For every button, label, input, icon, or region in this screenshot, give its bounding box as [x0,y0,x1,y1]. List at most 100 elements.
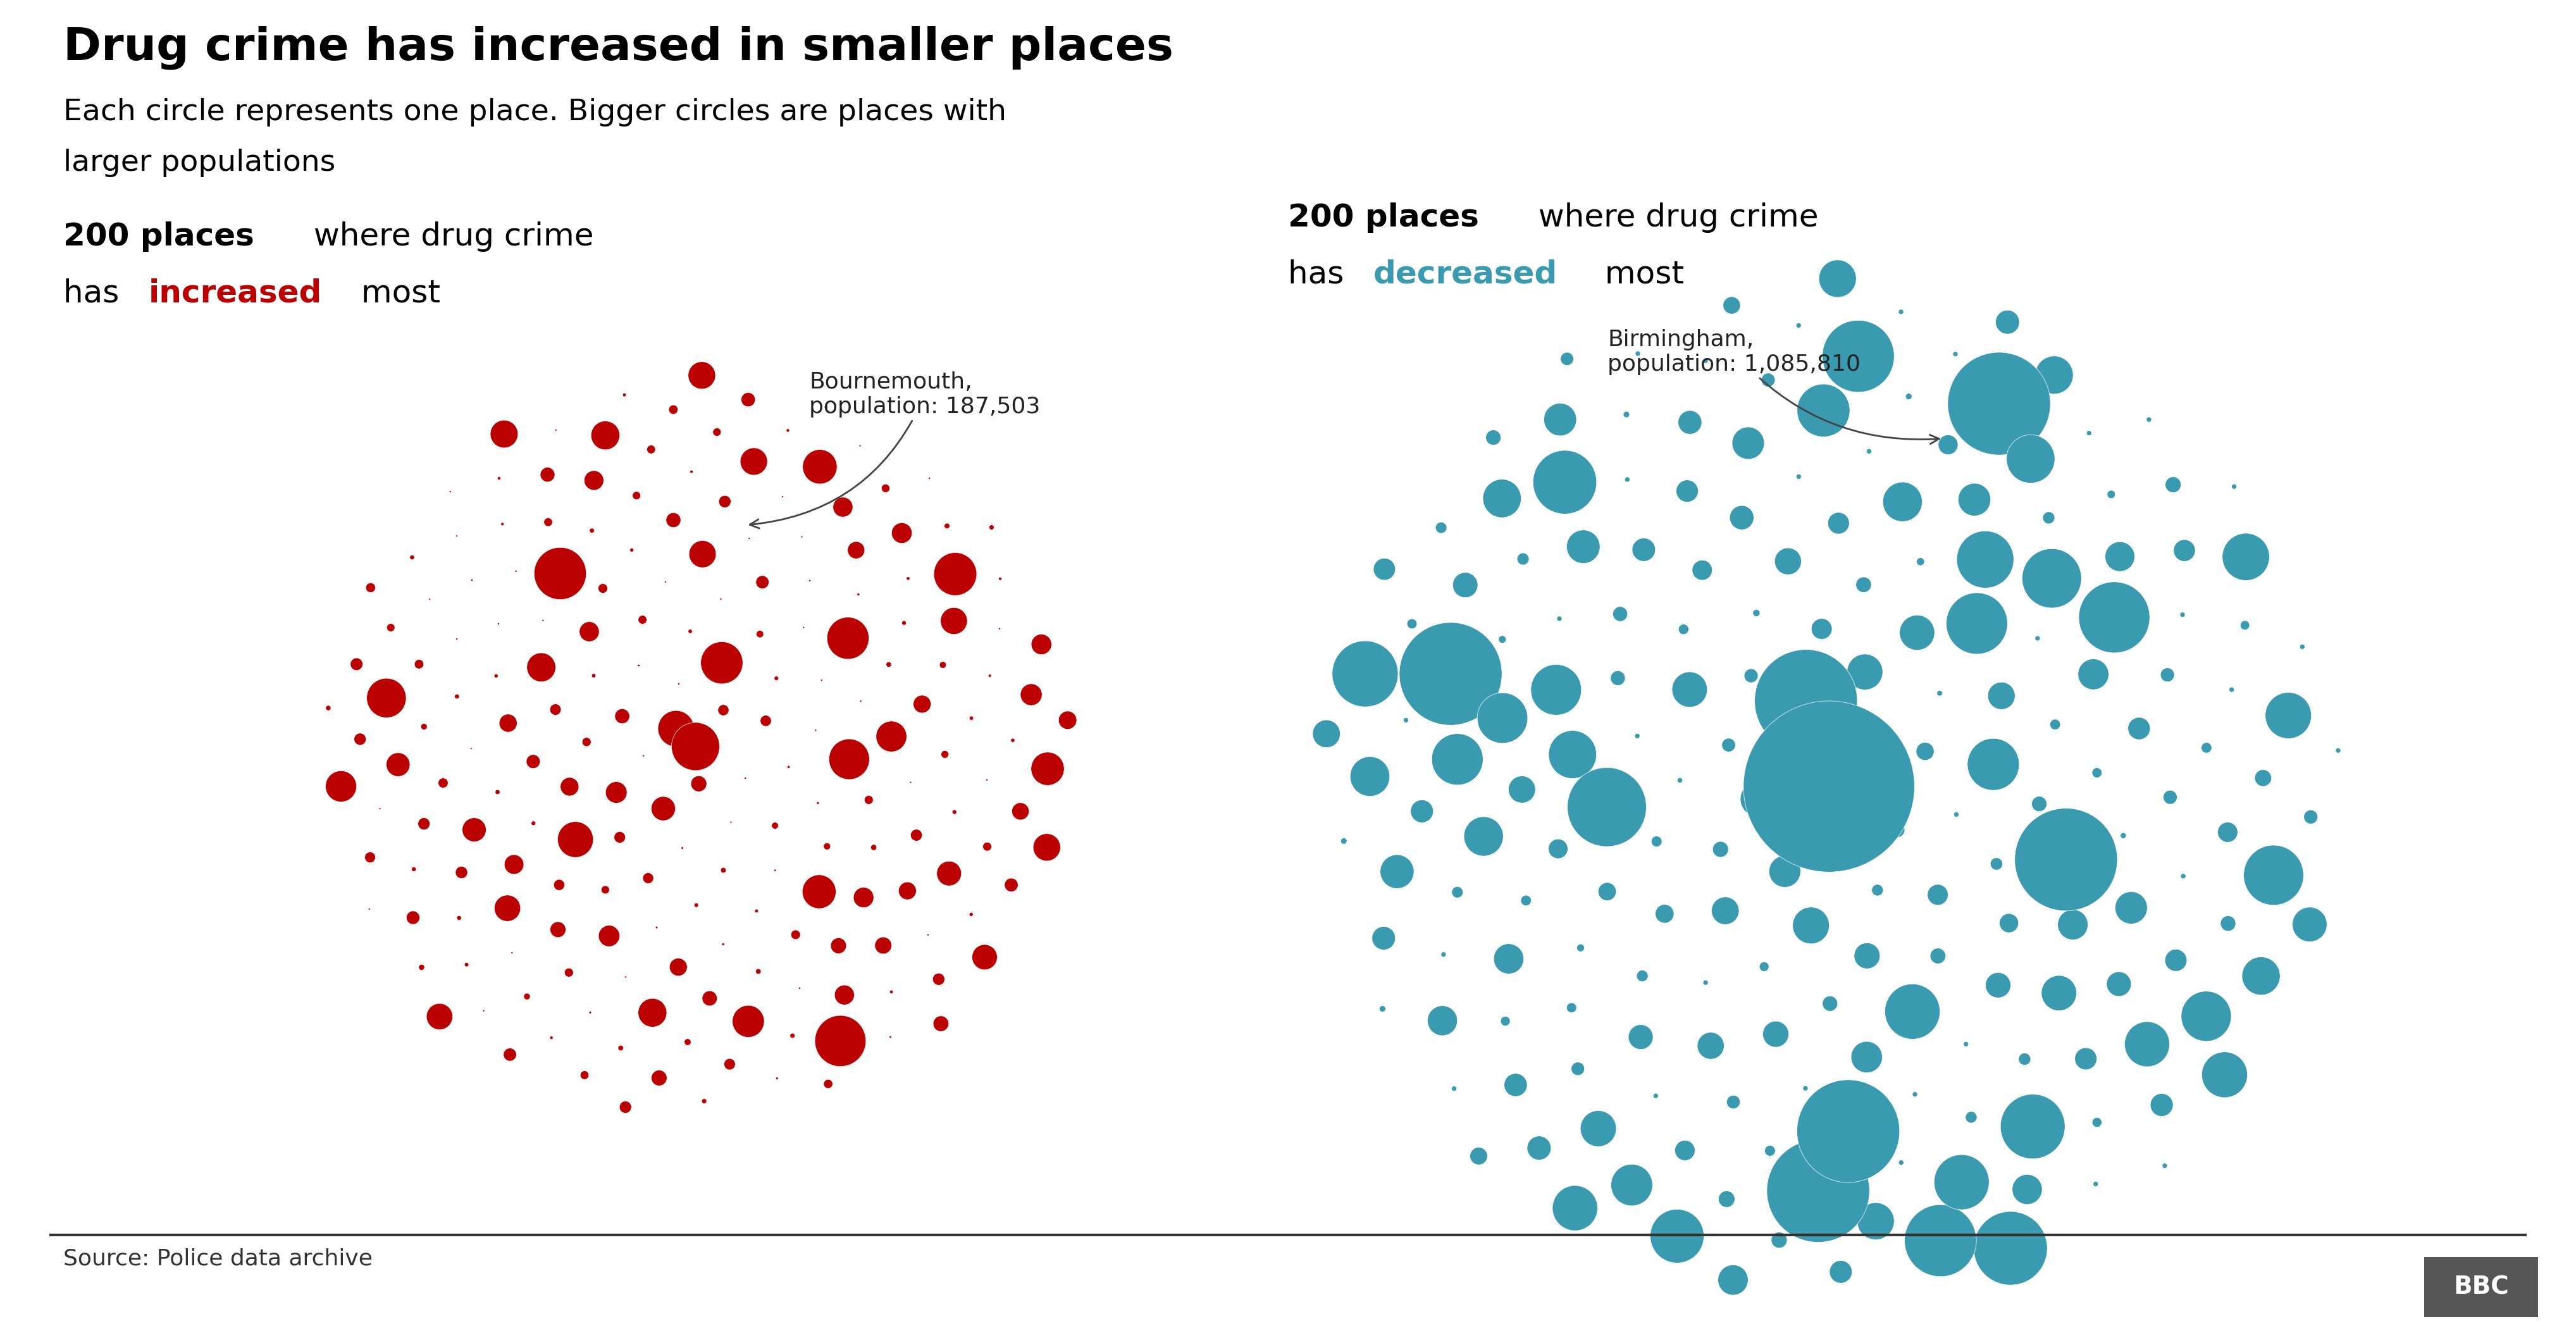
Circle shape [1440,952,1445,957]
Circle shape [1692,560,1713,580]
Circle shape [693,902,698,908]
Circle shape [891,523,912,544]
Circle shape [353,733,366,745]
Circle shape [1798,384,1850,437]
Circle shape [1406,619,1417,629]
Circle shape [417,817,430,830]
Circle shape [1958,531,2014,588]
Circle shape [1412,800,1432,822]
Circle shape [1633,539,1656,561]
Circle shape [580,621,600,641]
Circle shape [1703,359,1708,364]
Circle shape [2223,533,2269,580]
Circle shape [2241,957,2280,994]
Circle shape [580,1070,590,1080]
Circle shape [420,964,425,970]
Circle shape [1625,477,1631,483]
Circle shape [940,608,966,635]
Circle shape [1947,352,2050,455]
Circle shape [788,765,791,768]
Circle shape [1917,742,1935,760]
Circle shape [1530,665,1582,714]
Circle shape [554,880,564,890]
Circle shape [456,916,461,920]
Circle shape [366,583,376,593]
Circle shape [1795,323,1801,328]
Circle shape [1868,449,1873,455]
Text: BBC: BBC [2452,1274,2509,1298]
Circle shape [2151,1093,2174,1116]
Circle shape [544,519,551,527]
Circle shape [1373,559,1396,580]
Circle shape [1917,557,1924,565]
Circle shape [2115,892,2148,924]
Circle shape [1610,670,1625,685]
Circle shape [1553,1185,1597,1230]
Circle shape [2303,810,2318,824]
Circle shape [1968,738,2020,790]
Circle shape [1504,1073,1528,1097]
Circle shape [786,429,791,432]
Circle shape [2174,540,2195,561]
Circle shape [672,722,719,770]
Circle shape [886,663,891,666]
Text: decreased: decreased [1373,260,1558,289]
Circle shape [724,1058,734,1070]
Circle shape [1855,942,1880,969]
Circle shape [760,716,770,726]
Circle shape [1772,1232,1788,1248]
Circle shape [1718,1265,1749,1296]
Circle shape [2161,668,2174,681]
Text: has: has [64,279,129,309]
Circle shape [2218,822,2239,842]
Circle shape [1677,480,1698,503]
Circle shape [1899,309,1904,315]
Circle shape [688,361,716,389]
Circle shape [541,468,554,483]
Circle shape [1680,624,1690,635]
Circle shape [386,624,394,632]
Circle shape [2202,742,2213,753]
Circle shape [1873,884,1883,896]
Circle shape [551,921,567,937]
Circle shape [1476,693,1528,744]
Circle shape [871,845,876,850]
Circle shape [464,962,469,966]
Circle shape [1432,733,1484,785]
Circle shape [366,852,376,862]
Circle shape [1610,1164,1654,1206]
Circle shape [1499,636,1507,643]
Circle shape [969,716,974,720]
Circle shape [853,888,873,908]
Circle shape [703,990,716,1006]
Circle shape [2244,845,2303,905]
Text: where drug crime: where drug crime [1528,203,1819,233]
Circle shape [1991,857,2002,870]
Circle shape [1891,822,1904,837]
Circle shape [2228,686,2233,692]
Circle shape [1775,548,1801,575]
Circle shape [1636,970,1649,981]
Circle shape [1656,905,1674,922]
Circle shape [1752,609,1759,617]
Circle shape [366,678,407,717]
Circle shape [1677,777,1682,782]
Circle shape [1332,641,1399,706]
Circle shape [2094,1181,2099,1186]
Circle shape [1543,403,1577,436]
Circle shape [1651,836,1662,846]
Circle shape [902,621,907,625]
Circle shape [1651,1209,1703,1262]
Circle shape [2014,808,2117,910]
Circle shape [657,710,693,746]
Circle shape [2050,720,2061,729]
Circle shape [1381,854,1414,889]
Circle shape [2146,417,2151,423]
Text: increased: increased [149,279,322,309]
Circle shape [1963,1041,1968,1046]
Circle shape [2336,748,2342,753]
Circle shape [1765,1145,1775,1156]
Circle shape [647,445,654,453]
Circle shape [1703,980,1708,985]
Circle shape [1520,896,1530,905]
